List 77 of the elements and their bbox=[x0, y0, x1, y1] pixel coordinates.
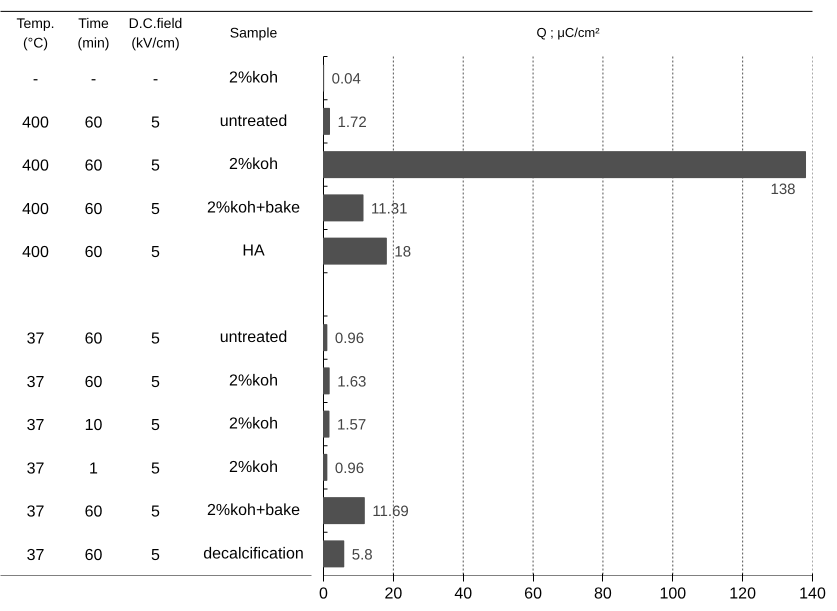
bar bbox=[323, 324, 328, 352]
text: 60 bbox=[84, 114, 102, 132]
x-tick-label: 100 bbox=[659, 586, 686, 602]
y-tick-label: HA bbox=[242, 242, 265, 260]
x-tick-label: 40 bbox=[454, 586, 472, 602]
bar bbox=[323, 410, 330, 438]
text: - bbox=[90, 71, 96, 88]
text: 60 bbox=[84, 200, 102, 218]
data-label: 1.72 bbox=[338, 114, 367, 131]
text: 400 bbox=[22, 200, 49, 218]
y-tick-label: 2%koh bbox=[229, 372, 278, 390]
y-tick-label: untreated bbox=[220, 329, 288, 346]
text: 400 bbox=[22, 114, 49, 132]
x-tick-label: 80 bbox=[594, 586, 612, 602]
text: 5 bbox=[151, 546, 160, 564]
text: 5 bbox=[151, 374, 160, 391]
y-tick-label: 2%koh bbox=[229, 416, 278, 433]
data-label: 138 bbox=[770, 180, 796, 198]
text: 5 bbox=[151, 504, 160, 521]
y-tick-label: 2%koh+bake bbox=[207, 502, 300, 520]
bar bbox=[323, 238, 387, 265]
y-tick-label: untreated bbox=[220, 112, 288, 130]
data-label: 11.69 bbox=[372, 503, 409, 520]
bar bbox=[323, 454, 328, 481]
text: 60 bbox=[84, 330, 102, 348]
text: 5 bbox=[151, 417, 160, 434]
x-tick-label: 0 bbox=[319, 586, 328, 602]
data-label: 1.57 bbox=[336, 416, 366, 434]
text: - bbox=[152, 71, 158, 88]
text: 5 bbox=[151, 244, 160, 262]
text: 5 bbox=[151, 114, 160, 132]
data-label: 0.96 bbox=[334, 460, 364, 477]
text: 5 bbox=[151, 158, 160, 175]
y-tick-label: 2%koh+bake bbox=[207, 199, 300, 216]
y-tick-label: 2%koh bbox=[229, 458, 278, 476]
x-tick-label: 60 bbox=[524, 586, 542, 602]
x-axis-title: Q ; μC/cm² bbox=[536, 25, 600, 40]
data-label: 0.96 bbox=[334, 330, 364, 348]
text: 5 bbox=[151, 200, 160, 218]
text: 60 bbox=[84, 374, 102, 391]
text: 400 bbox=[22, 244, 49, 262]
x-tick-label: 140 bbox=[799, 586, 826, 602]
text: Sample bbox=[230, 24, 278, 41]
data-label: 0.04 bbox=[332, 70, 361, 88]
data-label: 5.8 bbox=[352, 546, 373, 564]
data-label: 11.31 bbox=[371, 200, 408, 218]
x-tick-label: 20 bbox=[384, 586, 402, 602]
bar bbox=[323, 540, 344, 568]
data-label: 18 bbox=[394, 244, 412, 261]
text: 400 bbox=[22, 158, 49, 175]
bar bbox=[323, 367, 330, 394]
text: - bbox=[32, 71, 38, 88]
text: 37 bbox=[26, 460, 44, 478]
bar bbox=[323, 194, 364, 222]
text: 37 bbox=[26, 417, 44, 434]
text: 5 bbox=[151, 330, 160, 348]
text: 37 bbox=[26, 504, 44, 521]
text: 37 bbox=[26, 546, 44, 564]
y-tick-label: 2%koh bbox=[229, 70, 278, 87]
text: 37 bbox=[26, 330, 44, 348]
text: Time (min) bbox=[78, 15, 110, 50]
text: 1 bbox=[89, 460, 98, 478]
text: 60 bbox=[84, 244, 102, 262]
bar bbox=[323, 497, 365, 524]
y-tick-label: 2%koh bbox=[229, 156, 278, 174]
text: 60 bbox=[84, 504, 102, 521]
text: 60 bbox=[84, 546, 102, 564]
text: 5 bbox=[151, 460, 160, 478]
text: Temp. (°C) bbox=[16, 15, 55, 50]
text: D.C.field (kV/cm) bbox=[128, 15, 182, 50]
data-label: 1.63 bbox=[337, 373, 366, 390]
x-tick-label: 120 bbox=[729, 586, 756, 602]
text: 60 bbox=[84, 158, 102, 175]
text: 37 bbox=[26, 374, 44, 391]
bar bbox=[323, 108, 330, 135]
y-tick-label: decalcification bbox=[203, 545, 304, 562]
text: 10 bbox=[84, 417, 102, 434]
